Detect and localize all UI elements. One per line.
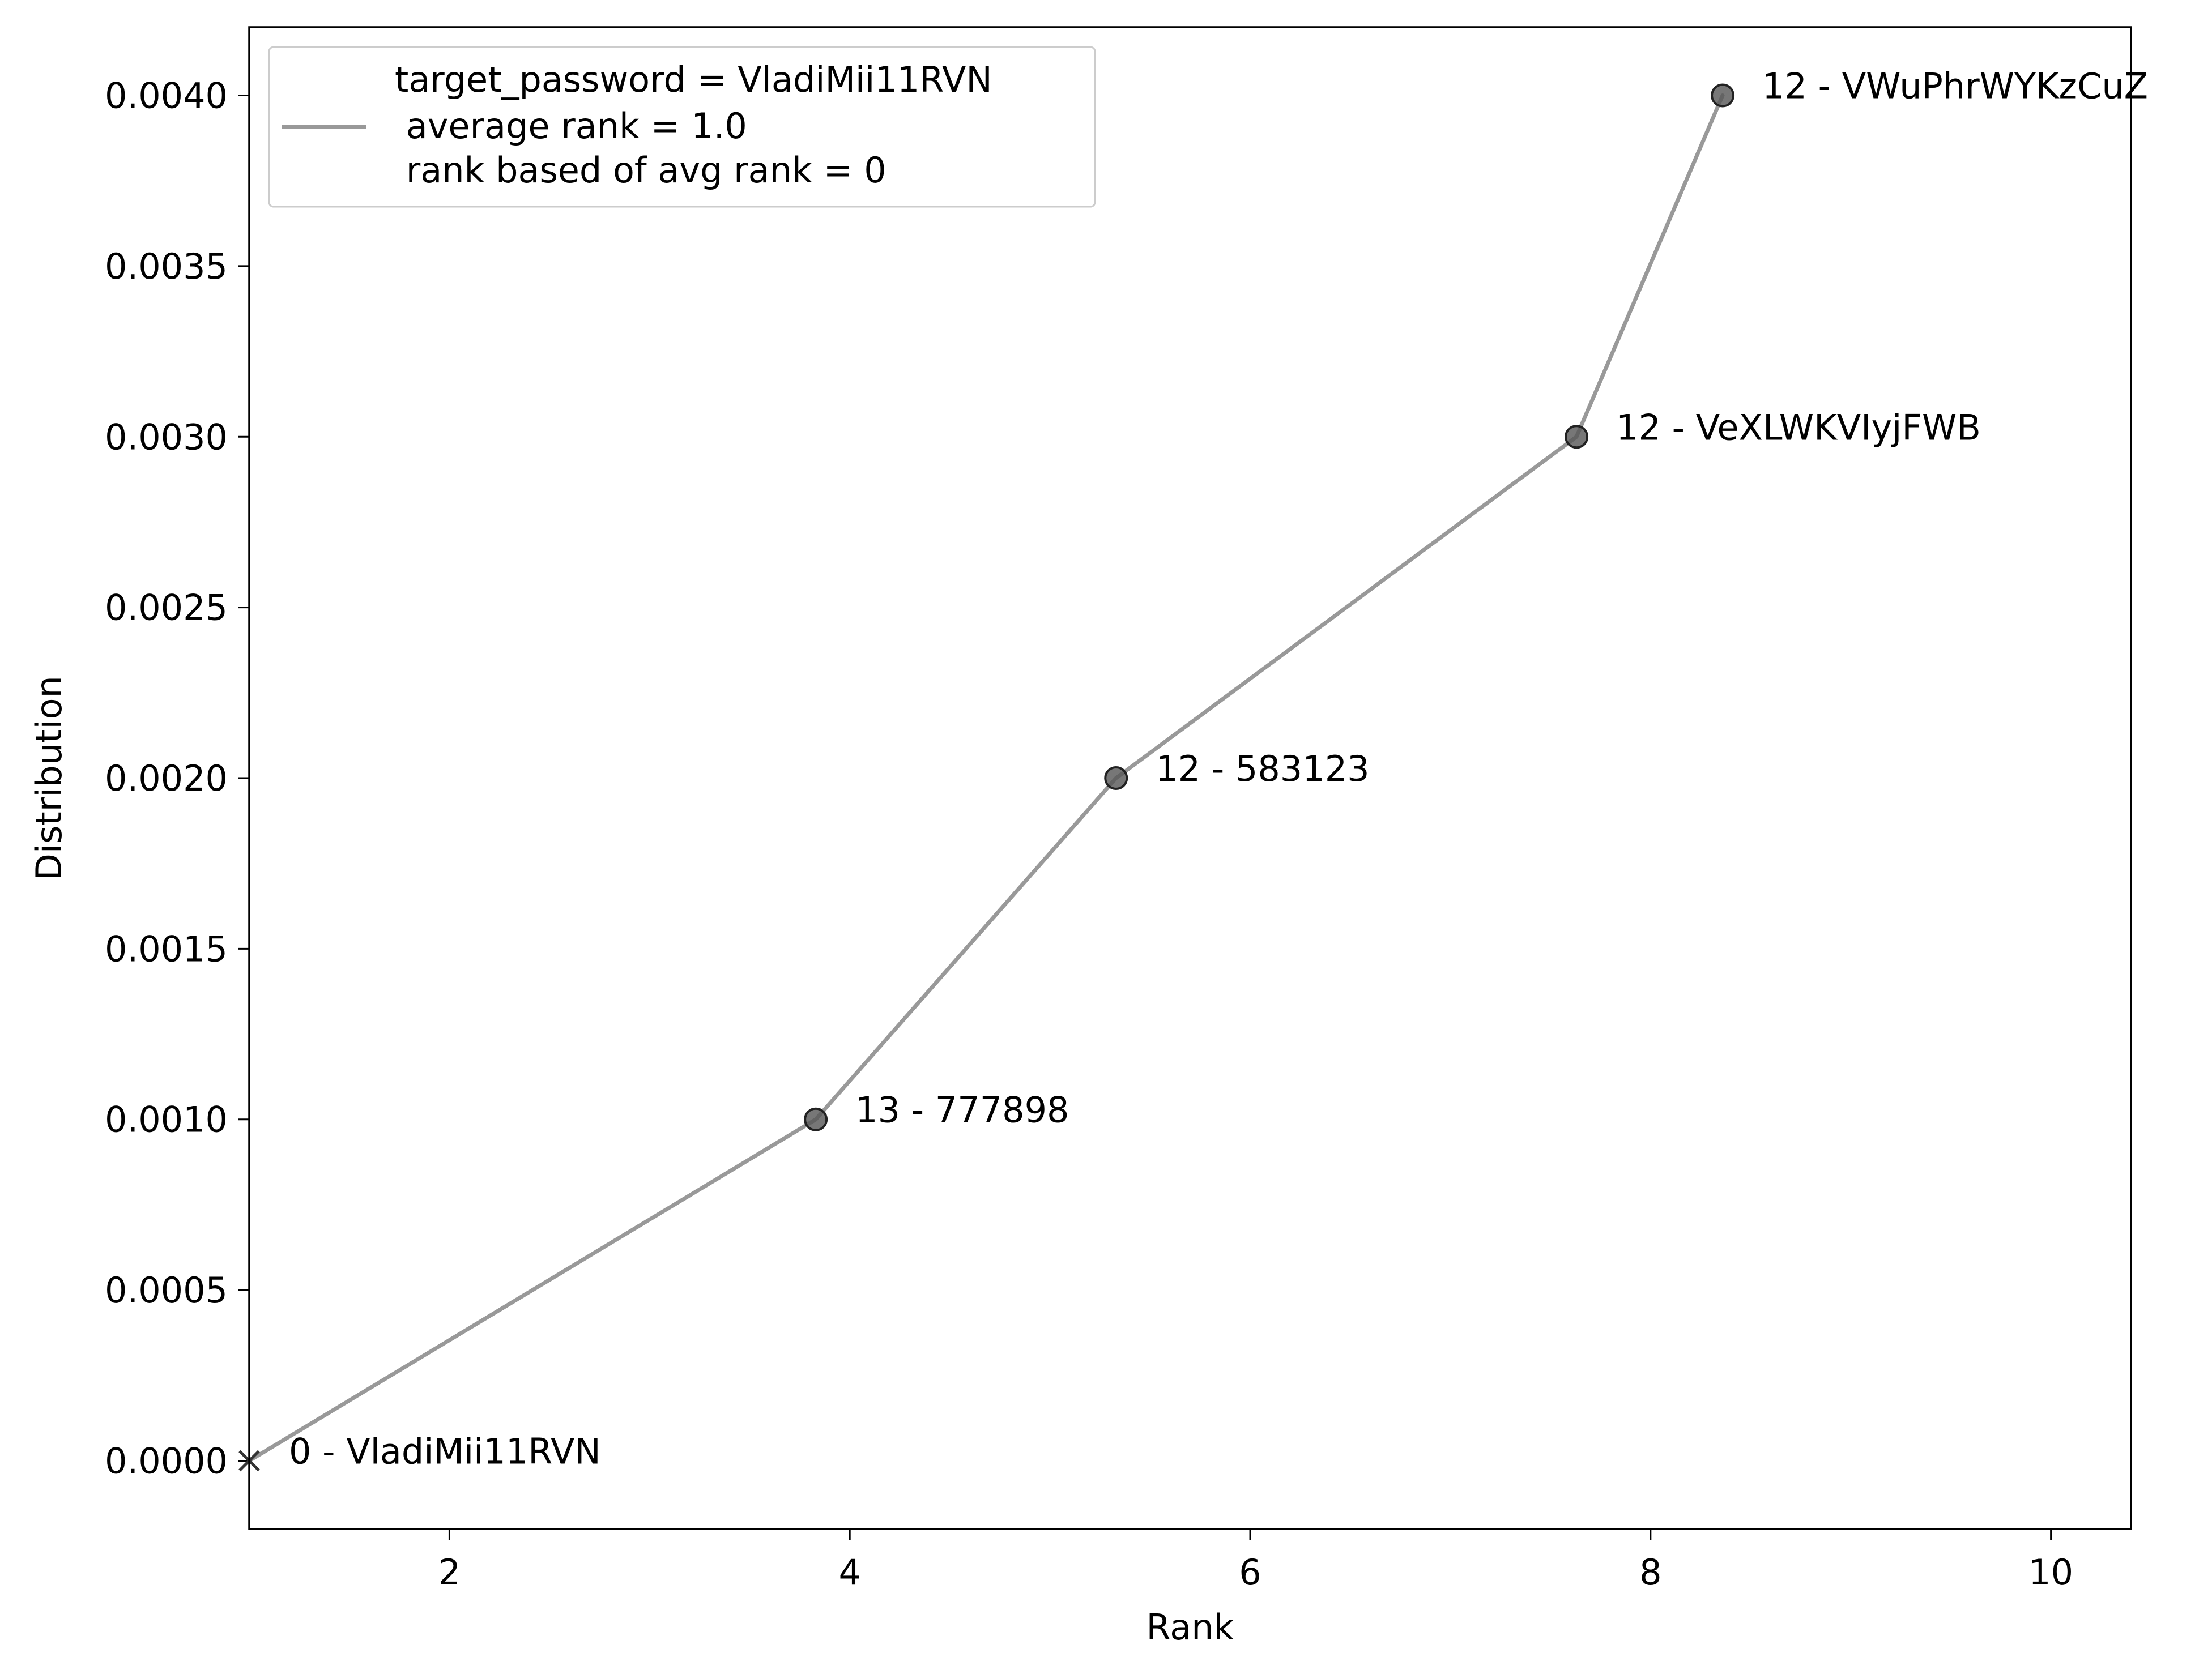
data-point-2: [1104, 766, 1128, 790]
data-point-label-1: 13 - 777898: [855, 1090, 1069, 1131]
y-tick-label-7: 0.0035: [105, 246, 228, 287]
data-point-label-0: 0 - VladiMii11RVN: [289, 1430, 601, 1472]
y-tick-label-3: 0.0015: [105, 928, 228, 969]
plot-frame: [248, 26, 2132, 1530]
x-tick-label-1: 4: [838, 1552, 860, 1593]
x-tick-label-3: 8: [1639, 1552, 1661, 1593]
x-tick-label-2: 6: [1239, 1552, 1261, 1593]
legend-box: [268, 46, 1096, 208]
legend-line-average-rank: average rank = 1.0: [395, 105, 747, 147]
data-point-3: [1565, 425, 1589, 449]
x-tick-label-0: 2: [438, 1552, 461, 1593]
legend: target_password = VladiMii11RVN average …: [268, 46, 1096, 208]
y-tick-label-0: 0.0000: [105, 1440, 228, 1481]
y-tick-label-2: 0.0010: [105, 1099, 228, 1141]
legend-line-rank-based: rank based of avg rank = 0: [395, 150, 886, 191]
legend-line-target-password: target_password = VladiMii11RVN: [395, 59, 992, 100]
x-tick-label-4: 10: [2028, 1552, 2073, 1593]
y-tick-label-5: 0.0025: [105, 587, 228, 629]
data-point-1: [804, 1107, 828, 1131]
axis-ticks: 2 4 6 8 10 0.0000 0.0005 0.0010 0.0015 0.0020 0.00…: [105, 75, 2073, 1593]
data-point-4: [1711, 83, 1735, 108]
data-point-label-2: 12 - 583123: [1156, 748, 1369, 789]
y-tick-label-8: 0.0040: [105, 75, 228, 117]
y-tick-label-6: 0.0030: [105, 416, 228, 458]
y-axis-label: Distribution: [28, 676, 70, 881]
x-axis-label: Rank: [1147, 1607, 1234, 1648]
y-tick-label-1: 0.0005: [105, 1270, 228, 1311]
y-tick-label-4: 0.0020: [105, 758, 228, 799]
data-point-label-4: 12 - VWuPhrWYKzCuZ: [1762, 66, 2148, 107]
data-points: 0 - VladiMii11RVN 13 - 777898 12 - 583123 1…: [238, 66, 2148, 1472]
data-point-label-3: 12 - VeXLWKVIyjFWB: [1616, 407, 1981, 448]
